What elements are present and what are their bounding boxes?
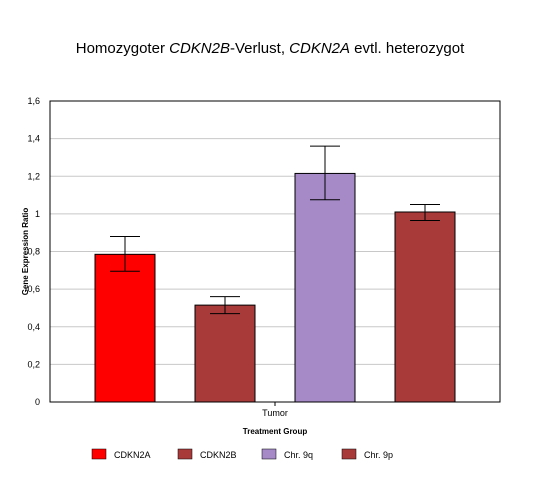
error-bar bbox=[210, 296, 240, 315]
chart-title-part: CDKN2B bbox=[169, 40, 230, 57]
y-tick-label: 0,8 bbox=[27, 247, 40, 257]
bar-chr-9q bbox=[294, 172, 356, 403]
legend-label: CDKN2B bbox=[200, 450, 237, 460]
bar-cdkn2b bbox=[194, 304, 256, 403]
y-tick-label: 0 bbox=[35, 397, 40, 407]
error-bars bbox=[110, 145, 440, 315]
chart-title-part: -Verlust, bbox=[229, 40, 290, 57]
error-bar bbox=[110, 235, 140, 272]
chart-title-part: evtl. heterozygot bbox=[350, 40, 465, 57]
y-tick-label: 1,4 bbox=[27, 134, 40, 144]
y-tick-label: 1,6 bbox=[27, 96, 40, 106]
legend-label: Chr. 9q bbox=[284, 450, 313, 460]
y-axis-title: Gene Expression Ratio bbox=[21, 208, 30, 296]
error-bar bbox=[410, 203, 440, 221]
bars bbox=[94, 172, 456, 403]
y-tick-label: 0,2 bbox=[27, 359, 40, 369]
bar-chr-9p bbox=[394, 211, 456, 403]
legend-swatch bbox=[341, 448, 357, 460]
legend-item: Chr. 9p bbox=[341, 448, 393, 460]
legend-swatch bbox=[91, 448, 107, 460]
bar-cdkn2a bbox=[94, 253, 156, 403]
legend-swatch bbox=[261, 448, 277, 460]
chart-title-part: Homozygoter bbox=[75, 40, 170, 57]
y-tick-labels: 0 0,2 0,4 0,6 0,8 1 1,2 1,4 1,6 bbox=[27, 96, 40, 407]
legend-swatch bbox=[177, 448, 193, 460]
y-tick-label: 1 bbox=[35, 209, 40, 219]
x-tick-labels: Tumor bbox=[262, 402, 288, 418]
legend-item: CDKN2A bbox=[91, 448, 151, 460]
error-bar bbox=[310, 145, 340, 201]
legend-item: Chr. 9q bbox=[261, 448, 313, 460]
legend-label: CDKN2A bbox=[114, 450, 151, 460]
legend-label: Chr. 9p bbox=[364, 450, 393, 460]
chart-title: Homozygoter CDKN2B-Verlust, CDKN2A evtl.… bbox=[0, 40, 540, 57]
y-tick-label: 1,2 bbox=[27, 171, 40, 181]
y-tick-label: 0,6 bbox=[27, 284, 40, 294]
legend: CDKN2A CDKN2B Chr. 9q Chr. 9p bbox=[91, 448, 393, 460]
y-tick-label: 0,4 bbox=[27, 322, 40, 332]
x-tick-label: Tumor bbox=[262, 408, 288, 418]
legend-item: CDKN2B bbox=[177, 448, 237, 460]
x-axis-title: Treatment Group bbox=[243, 427, 308, 436]
chart-title-part: CDKN2A bbox=[289, 40, 351, 57]
